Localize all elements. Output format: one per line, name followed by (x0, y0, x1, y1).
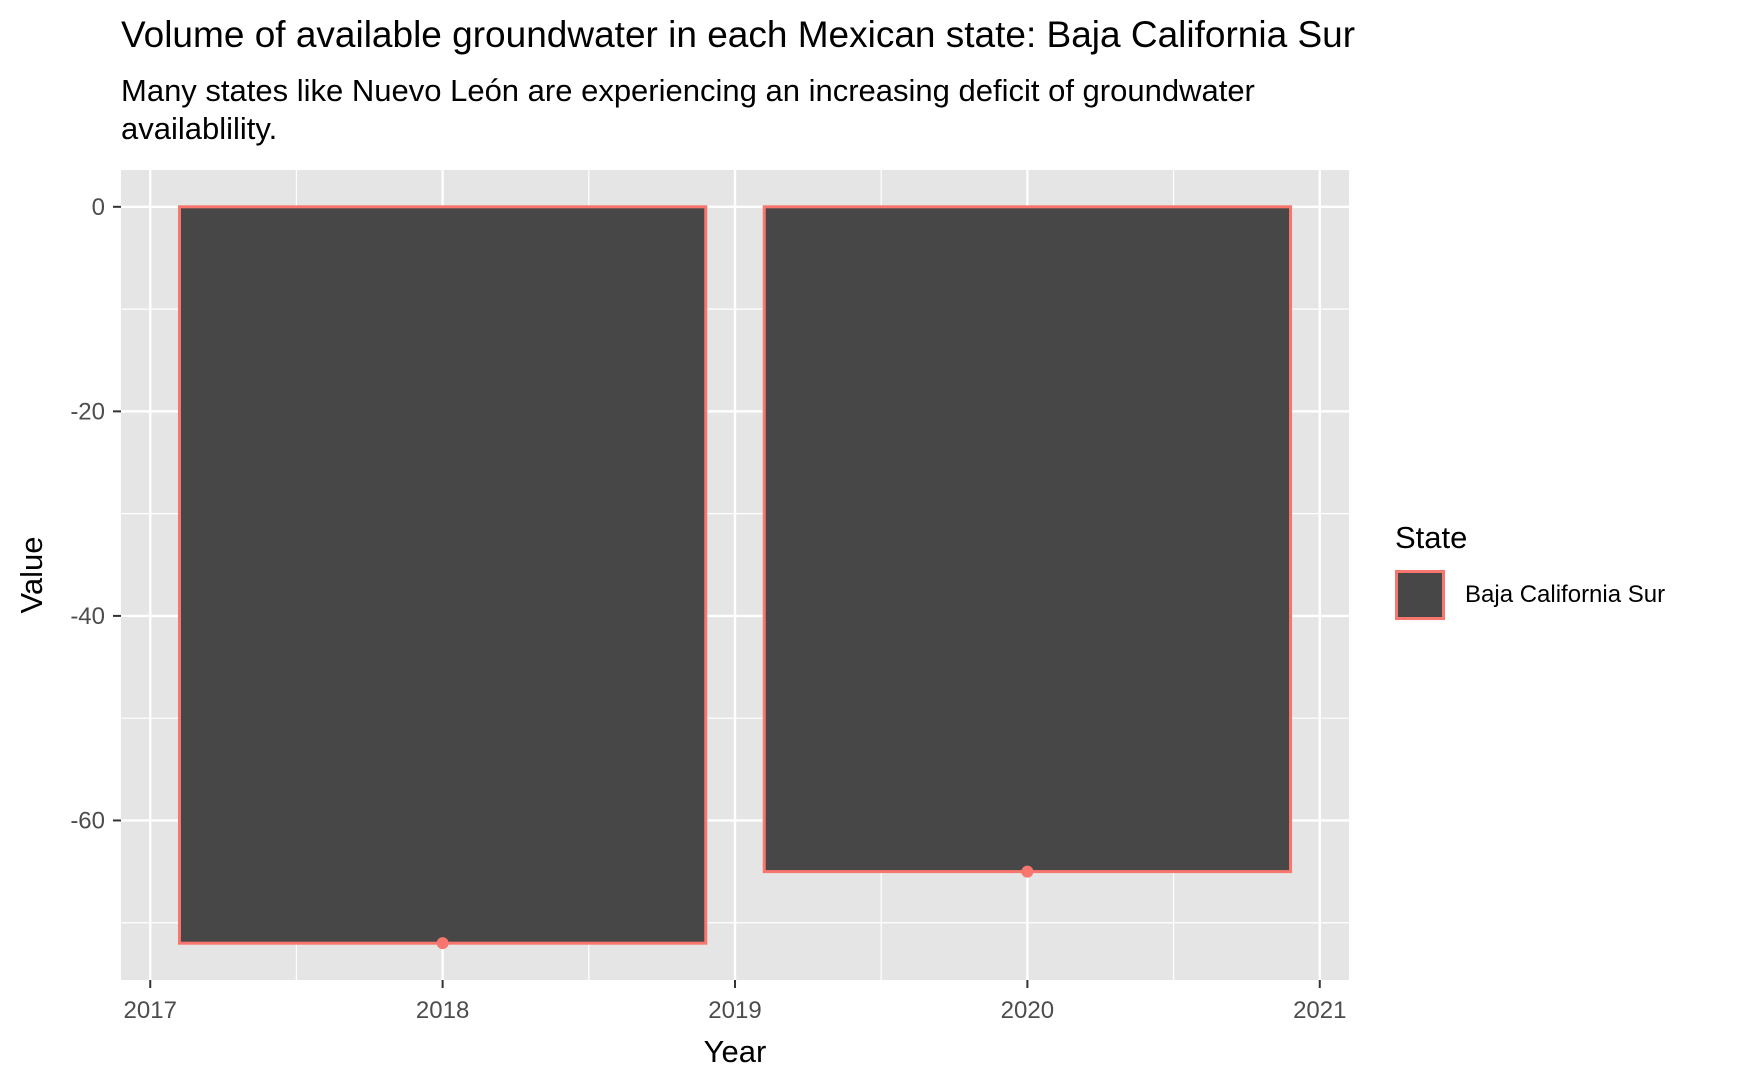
y-axis: 0 -20 -40 -60 (70, 194, 121, 834)
data-point (436, 937, 449, 950)
chart-subtitle: Many states like Nuevo León are experien… (121, 73, 1255, 146)
y-tick-label: 0 (92, 194, 105, 221)
chart-title: Volume of available groundwater in each … (121, 14, 1356, 55)
x-axis: 2017 2018 2019 2020 2021 (124, 980, 1346, 1024)
legend-title: State (1395, 520, 1468, 555)
x-axis-label: Year (704, 1034, 767, 1069)
x-tick-label: 2021 (1293, 997, 1346, 1024)
bars (177, 205, 1293, 945)
legend-item: Baja California Sur (1395, 570, 1665, 620)
x-tick-label: 2018 (416, 997, 469, 1024)
data-point (1021, 865, 1034, 878)
y-tick-label: -40 (70, 603, 105, 630)
x-tick-label: 2020 (1001, 997, 1054, 1024)
x-tick-label: 2017 (124, 997, 177, 1024)
x-tick-label: 2019 (708, 997, 761, 1024)
legend: State Baja California Sur (1395, 520, 1665, 620)
points (436, 865, 1034, 950)
legend-key (1395, 570, 1445, 620)
bar (762, 205, 1293, 874)
y-tick-label: -20 (70, 398, 105, 425)
y-tick-label: -60 (70, 807, 105, 834)
legend-label: Baja California Sur (1465, 581, 1666, 608)
y-axis-label: Value (14, 537, 49, 614)
bar (177, 205, 708, 945)
